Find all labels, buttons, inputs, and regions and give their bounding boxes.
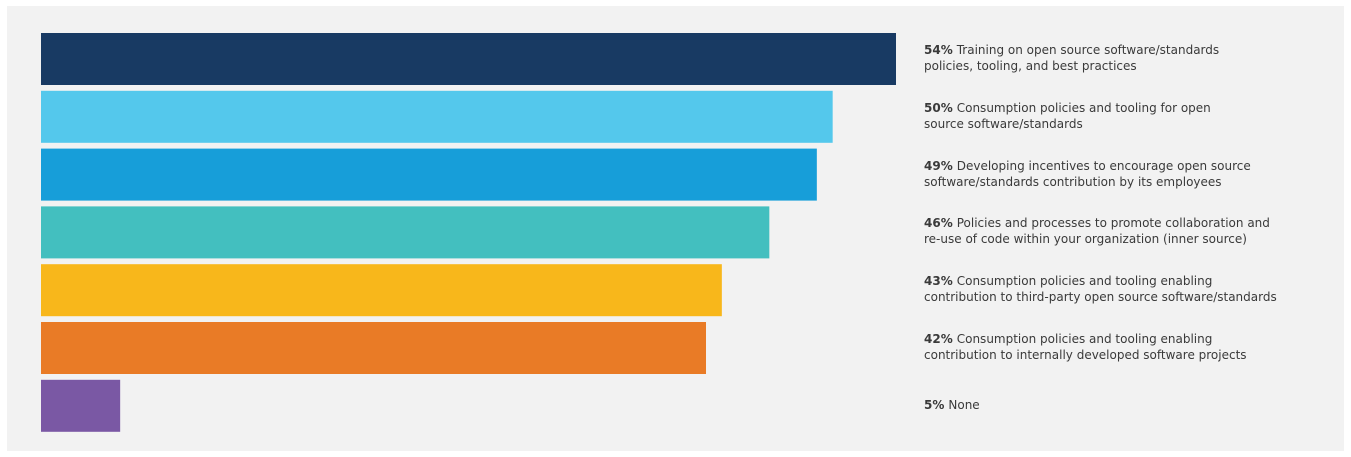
bar-6	[41, 322, 706, 374]
category-label: None	[948, 397, 980, 412]
category-label: contribution to internally developed sof…	[924, 348, 1247, 362]
category-label: Policies and processes to promote collab…	[956, 216, 1270, 231]
bar-label-line: contribution to third-party open source …	[924, 289, 1324, 305]
bar-1	[41, 33, 896, 85]
category-label: software/standards contribution by its e…	[924, 174, 1222, 189]
bar-label-line: contribution to internally developed sof…	[924, 347, 1324, 363]
bar-label-line: policies, tooling, and best practices	[924, 58, 1324, 74]
value-label: 5%	[924, 397, 945, 412]
category-label: policies, tooling, and best practices	[924, 59, 1137, 73]
category-label: Consumption policies and tooling enablin…	[956, 274, 1213, 289]
value-label: 42%	[924, 332, 953, 346]
bar-label-2: 50% Consumption policies and tooling for …	[924, 100, 1324, 132]
bar-label-line: 54% Training on open source software/stan…	[924, 42, 1324, 58]
category-label: Training on open source software/standar…	[956, 43, 1220, 57]
value-label: 50%	[924, 100, 953, 115]
bar-label-line: 42% Consumption policies and tooling enab…	[924, 331, 1324, 347]
bar-3	[41, 148, 817, 201]
bar-5	[41, 264, 722, 317]
bar-label-6: 42% Consumption policies and tooling enab…	[924, 331, 1324, 363]
bar-label-line: 49% Developing incentives to encourage op…	[924, 158, 1324, 174]
bar-label-line: software/standards contribution by its e…	[924, 174, 1324, 190]
bar-2	[41, 90, 833, 143]
bar-label-line: 50% Consumption policies and tooling for …	[924, 100, 1324, 116]
value-label: 43%	[924, 274, 953, 289]
bar-label-1: 54% Training on open source software/stan…	[924, 42, 1324, 74]
category-label: Consumption policies and tooling enablin…	[956, 332, 1213, 346]
bar-4	[41, 206, 770, 259]
bar-label-line: 46% Policies and processes to promote col…	[924, 215, 1324, 231]
bar-label-line: re-use of code within your organization …	[924, 231, 1324, 247]
bar-7	[41, 379, 121, 432]
bar-label-line: 43% Consumption policies and tooling enab…	[924, 273, 1324, 289]
category-label: source software/standards	[924, 116, 1083, 131]
value-label: 46%	[924, 216, 953, 231]
value-label: 54%	[924, 43, 953, 57]
value-label: 49%	[924, 158, 953, 173]
bar-label-5: 43% Consumption policies and tooling enab…	[924, 273, 1324, 305]
bar-label-4: 46% Policies and processes to promote col…	[924, 215, 1324, 247]
category-label: Developing incentives to encourage open …	[956, 158, 1251, 173]
bar-label-line: 5% None	[924, 397, 1324, 413]
bars-plot-area	[41, 33, 896, 432]
category-label: contribution to third-party open source …	[924, 290, 1277, 305]
bar-label-3: 49% Developing incentives to encourage op…	[924, 158, 1324, 190]
bar-label-7: 5% None	[924, 397, 1324, 413]
bar-label-line: source software/standards	[924, 116, 1324, 132]
category-label: re-use of code within your organization …	[924, 232, 1247, 247]
category-label: Consumption policies and tooling for ope…	[956, 100, 1211, 115]
chart-panel: 54% Training on open source software/stan…	[7, 6, 1344, 451]
